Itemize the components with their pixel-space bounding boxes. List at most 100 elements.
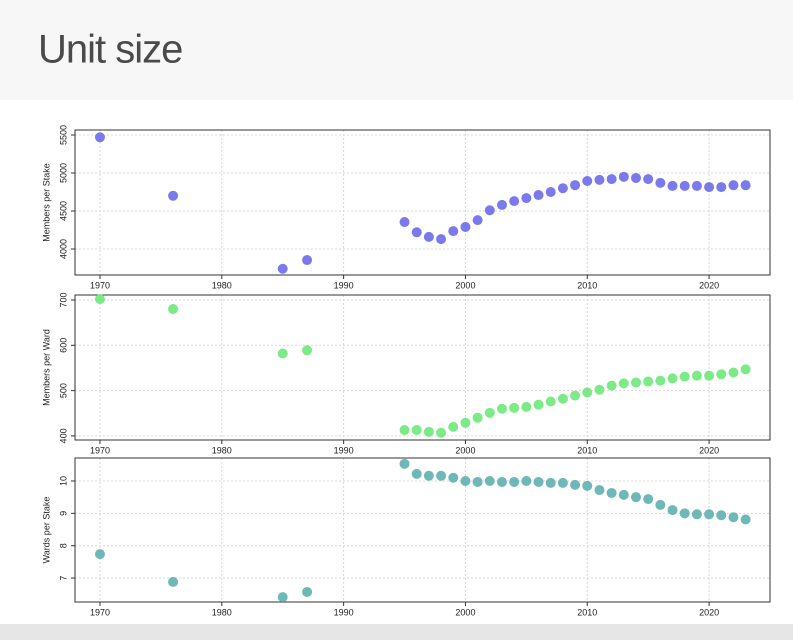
point: [277, 263, 288, 274]
point: [740, 364, 751, 375]
point: [423, 231, 434, 242]
point: [582, 387, 593, 398]
y-tick-label: 9: [58, 511, 68, 516]
point: [545, 187, 556, 198]
x-tick-label: 1980: [212, 607, 232, 617]
point: [606, 380, 617, 391]
point: [94, 132, 105, 143]
point: [509, 476, 520, 487]
point: [582, 480, 593, 491]
point: [399, 217, 410, 228]
point: [399, 425, 410, 436]
y-axis-label: Wards per Stake: [41, 497, 51, 564]
point: [570, 390, 581, 401]
point: [521, 401, 532, 412]
point: [472, 476, 483, 487]
point: [667, 373, 678, 384]
point: [436, 470, 447, 481]
x-tick-label: 1980: [212, 280, 232, 290]
point: [168, 576, 179, 587]
x-tick-label: 1970: [90, 445, 110, 455]
x-tick-label: 1990: [334, 445, 354, 455]
point: [436, 234, 447, 245]
x-tick-label: 1970: [90, 280, 110, 290]
header-band: [0, 0, 793, 100]
point: [277, 592, 288, 603]
point: [728, 367, 739, 378]
point: [521, 193, 532, 204]
point: [679, 508, 690, 519]
x-tick-label: 2000: [455, 445, 475, 455]
point: [643, 174, 654, 185]
point: [728, 180, 739, 191]
y-tick-label: 500: [58, 383, 68, 398]
point: [655, 499, 666, 510]
point: [704, 509, 715, 520]
point: [277, 348, 288, 359]
point: [509, 402, 520, 413]
point: [545, 477, 556, 488]
point: [302, 345, 313, 356]
point: [630, 377, 641, 388]
x-tick-label: 2010: [577, 607, 597, 617]
x-tick-label: 1980: [212, 445, 232, 455]
point: [594, 384, 605, 395]
point: [472, 215, 483, 226]
point: [643, 494, 654, 505]
point: [606, 487, 617, 498]
x-tick-label: 1970: [90, 607, 110, 617]
point: [618, 489, 629, 500]
y-axis-label: Members per Ward: [41, 329, 51, 406]
slide-title: Unit size: [38, 28, 182, 72]
point: [655, 177, 666, 188]
point: [716, 510, 727, 521]
point: [630, 172, 641, 183]
point: [448, 472, 459, 483]
point: [533, 190, 544, 201]
point: [533, 476, 544, 487]
y-axis-label: Members per Stake: [41, 163, 51, 242]
point: [448, 226, 459, 237]
point: [630, 492, 641, 503]
point: [704, 182, 715, 193]
point: [484, 407, 495, 418]
y-tick-label: 700: [58, 292, 68, 307]
plot-frame: [74, 457, 771, 603]
point: [411, 425, 422, 436]
footer-band: [0, 624, 793, 640]
point: [594, 485, 605, 496]
point: [655, 375, 666, 386]
point: [557, 183, 568, 194]
point: [496, 403, 507, 414]
point: [460, 475, 471, 486]
point: [436, 427, 447, 438]
point: [521, 475, 532, 486]
point: [302, 255, 313, 266]
point: [606, 174, 617, 185]
point: [411, 227, 422, 238]
point: [667, 505, 678, 516]
y-tick-label: 10: [58, 476, 68, 486]
point: [691, 370, 702, 381]
x-tick-label: 1990: [334, 280, 354, 290]
point: [411, 468, 422, 479]
point: [496, 199, 507, 210]
point: [423, 426, 434, 437]
x-tick-label: 2000: [455, 280, 475, 290]
plot-frame: [74, 294, 771, 441]
point: [399, 458, 410, 469]
point: [570, 479, 581, 490]
point: [94, 549, 105, 560]
point: [460, 221, 471, 232]
point: [557, 477, 568, 488]
point: [740, 180, 751, 191]
plot-frame: [74, 129, 771, 276]
point: [472, 412, 483, 423]
y-tick-label: 4500: [58, 201, 68, 221]
point: [533, 399, 544, 410]
x-tick-label: 2010: [577, 280, 597, 290]
point: [704, 370, 715, 381]
point: [679, 180, 690, 191]
